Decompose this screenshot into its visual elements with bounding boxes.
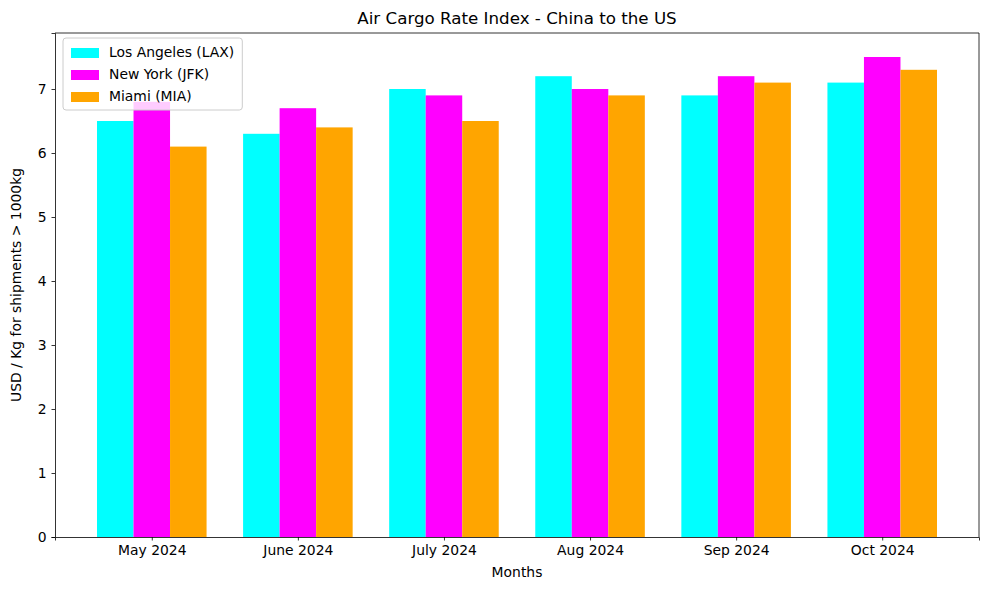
axis-line (56, 538, 980, 541)
y-tick: 0 (38, 529, 55, 545)
x-tick: June 2024 (262, 537, 333, 558)
bar (572, 89, 609, 537)
frame (55, 33, 979, 34)
y-tick-label: 4 (38, 273, 47, 289)
y-tick-mark (52, 281, 56, 282)
x-tick-mark (152, 537, 153, 541)
y-tick-mark (52, 537, 56, 538)
y-tick-label: 5 (38, 209, 47, 225)
bar (97, 121, 134, 537)
x-tick-label: May 2024 (118, 542, 187, 558)
x-tick-mark (444, 537, 445, 541)
y-tick-label: 0 (38, 529, 47, 545)
bars (97, 57, 937, 537)
bar (681, 95, 718, 537)
bar (170, 147, 207, 537)
legend: Los Angeles (LAX) New York (JFK) Miami (MI… (63, 38, 242, 110)
legend-label: New York (JFK) (109, 66, 209, 82)
y-tick-label: 1 (38, 465, 47, 481)
y-tick-mark (52, 345, 56, 346)
x-tick: Aug 2024 (557, 537, 624, 558)
y-tick-mark (52, 473, 56, 474)
x-label: Months (492, 564, 543, 580)
y-tick-mark (52, 409, 56, 410)
x-tick-mark (590, 537, 591, 541)
y-tick: 3 (38, 337, 55, 353)
legend-item: Los Angeles (LAX) (71, 44, 234, 60)
y-tick-mark (52, 217, 56, 218)
legend-swatch (71, 70, 99, 80)
bar (316, 127, 353, 537)
bar (718, 76, 755, 537)
bar (864, 57, 901, 537)
bar (608, 95, 645, 537)
chart: May 2024 June 2024 July 2024 Aug 2024 Sep 20… (0, 0, 989, 590)
x-tick-mark (736, 537, 737, 541)
x-tick-label: Aug 2024 (557, 542, 624, 558)
legend-box (63, 38, 242, 110)
y-tick-label: 6 (38, 145, 47, 161)
x-tick-mark (298, 537, 299, 541)
y-tick: 2 (38, 401, 55, 417)
x-tick: Oct 2024 (851, 537, 915, 558)
bar (426, 95, 463, 537)
y-tick: 4 (38, 273, 55, 289)
legend-swatch (71, 48, 99, 58)
x-tick-label: Sep 2024 (704, 542, 770, 558)
y-tick: 7 (38, 81, 55, 97)
bar (389, 89, 426, 537)
y-tick-label: 2 (38, 401, 47, 417)
x-axis: May 2024 June 2024 July 2024 Aug 2024 Sep 20… (56, 537, 980, 558)
y-label: USD / Kg for shipments > 1000kg (8, 168, 24, 402)
plot-area: May 2024 June 2024 July 2024 Aug 2024 Sep 20… (38, 33, 980, 558)
y-tick: 1 (38, 465, 55, 481)
bar (900, 70, 937, 537)
y-axis: 0 1 2 3 4 5 6 7 (38, 34, 56, 545)
x-tick-mark (882, 537, 883, 541)
x-tick: July 2024 (411, 537, 477, 558)
bar (827, 83, 864, 537)
legend-item: New York (JFK) (71, 66, 209, 82)
x-tick-label: Oct 2024 (851, 542, 915, 558)
title: Air Cargo Rate Index - China to the US (357, 8, 676, 28)
x-tick-label: June 2024 (262, 542, 333, 558)
y-tick: 5 (38, 209, 55, 225)
bar (243, 134, 280, 537)
x-tick: Sep 2024 (704, 537, 770, 558)
legend-item: Miami (MIA) (71, 88, 192, 104)
y-tick-label: 3 (38, 337, 47, 353)
bar (134, 102, 171, 537)
x-tick: May 2024 (118, 537, 187, 558)
y-tick-mark (52, 153, 56, 154)
axis-line (52, 34, 56, 538)
legend-label: Los Angeles (LAX) (109, 44, 234, 60)
legend-label: Miami (MIA) (109, 88, 192, 104)
frame (979, 33, 980, 537)
y-tick-mark (52, 89, 56, 90)
bar (754, 83, 791, 537)
bar (280, 108, 317, 537)
y-tick: 6 (38, 145, 55, 161)
y-tick-label: 7 (38, 81, 47, 97)
legend-swatch (71, 92, 99, 102)
x-tick-label: July 2024 (411, 542, 477, 558)
bar (535, 76, 572, 537)
bar (462, 121, 499, 537)
